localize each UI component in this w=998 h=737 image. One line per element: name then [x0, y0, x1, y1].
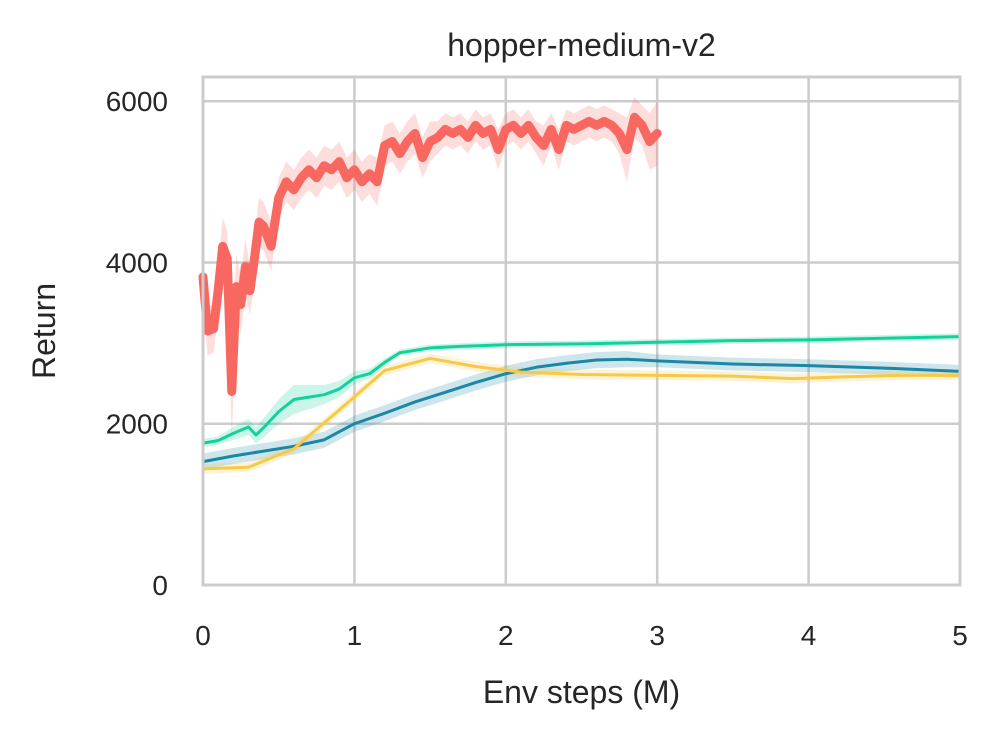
y-tick-labels: 0 2000 4000 6000: [106, 86, 168, 601]
series-band: [203, 353, 960, 474]
confidence-bands: [203, 97, 960, 474]
chart-title: hopper-medium-v2: [447, 27, 716, 63]
x-tick-label: 0: [195, 620, 211, 651]
series-line: [201, 356, 962, 471]
series-line: [201, 335, 962, 445]
x-tick-label: 3: [649, 620, 665, 651]
series-lines: [198, 112, 962, 471]
y-tick-label: 0: [152, 570, 168, 601]
x-axis-label: Env steps (M): [483, 674, 680, 710]
series-band: [203, 351, 960, 470]
series-line: [198, 112, 662, 396]
x-tick-labels: 0 1 2 3 4 5: [195, 620, 968, 651]
x-tick-label: 4: [801, 620, 817, 651]
y-tick-label: 6000: [106, 86, 168, 117]
x-tick-label: 5: [952, 620, 968, 651]
series-band: [203, 97, 658, 440]
x-tick-label: 1: [347, 620, 363, 651]
y-axis-label: Return: [26, 283, 62, 379]
plot-frame: [201, 75, 962, 587]
y-tick-label: 2000: [106, 409, 168, 440]
y-tick-label: 4000: [106, 247, 168, 278]
x-tick-label: 2: [498, 620, 514, 651]
gridlines: [203, 77, 960, 585]
